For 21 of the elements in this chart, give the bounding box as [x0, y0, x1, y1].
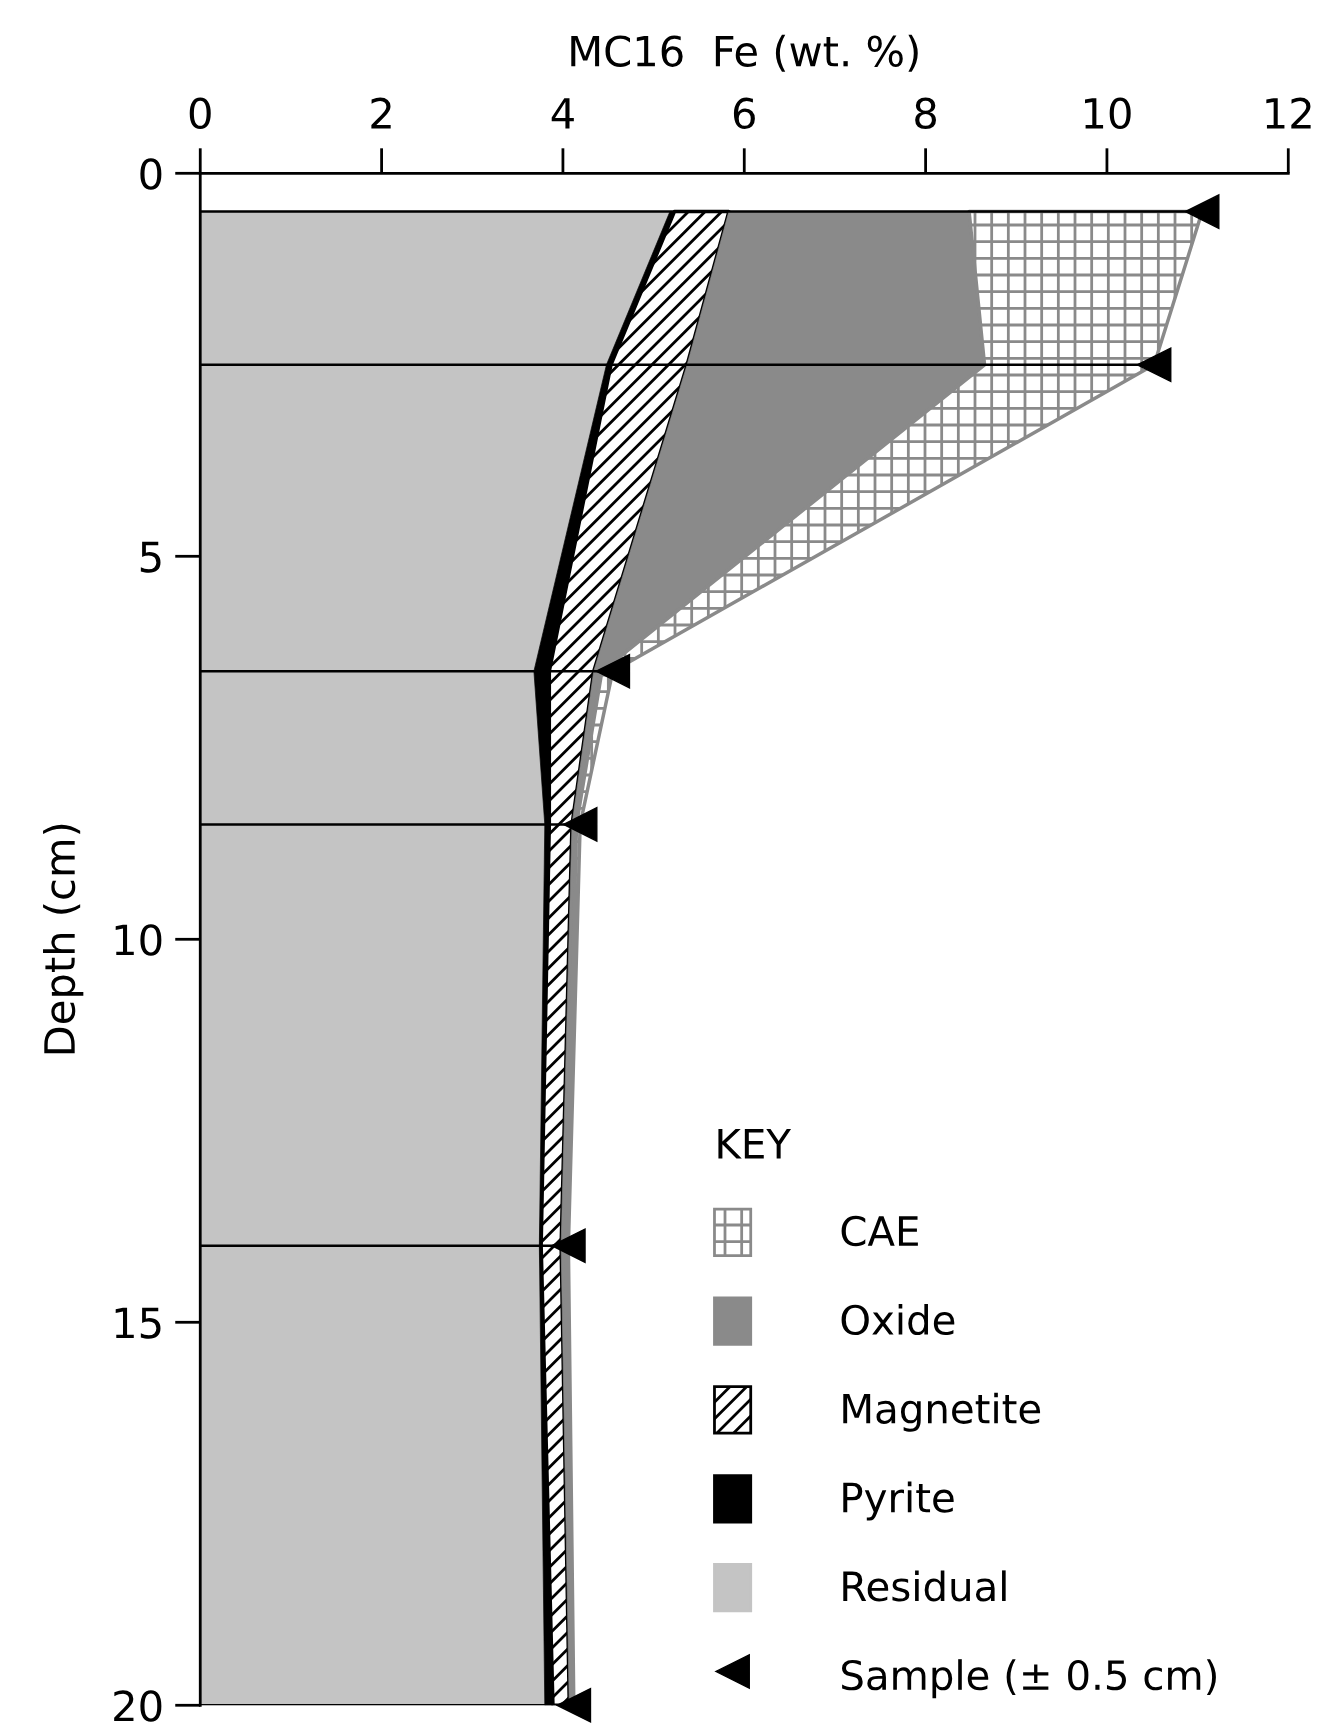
- x-tick-label: 10: [1085, 97, 1131, 130]
- legend-label: CAE: [841, 1215, 918, 1247]
- x-tick-label: 6: [733, 97, 755, 130]
- legend-label: Magnetite: [843, 1392, 1041, 1432]
- x-tick-label: 8: [915, 97, 936, 130]
- legend-title: KEY: [718, 1129, 792, 1159]
- y-tick-label: 20: [114, 1690, 162, 1722]
- legend-label: Pyrite: [843, 1481, 954, 1521]
- x-tick-label: 0: [189, 97, 211, 130]
- y-tick-label: 10: [115, 924, 162, 956]
- legend-label: Sample (± 0.5 cm): [841, 1659, 1216, 1699]
- legend-label: Residual: [843, 1570, 1006, 1602]
- y-tick-label: 0: [140, 158, 162, 190]
- y-tick-label: 15: [115, 1307, 161, 1339]
- x-tick-label: 2: [371, 97, 391, 129]
- legend-label: Oxide: [841, 1303, 955, 1336]
- x-tick-label: 4: [551, 98, 574, 129]
- y-tick-label: 5: [140, 541, 161, 573]
- x-axis-title: MC16 Fe (wt. %): [571, 34, 918, 72]
- x-tick-label: 12: [1266, 97, 1311, 129]
- y-axis-title: Depth (cm): [43, 824, 84, 1054]
